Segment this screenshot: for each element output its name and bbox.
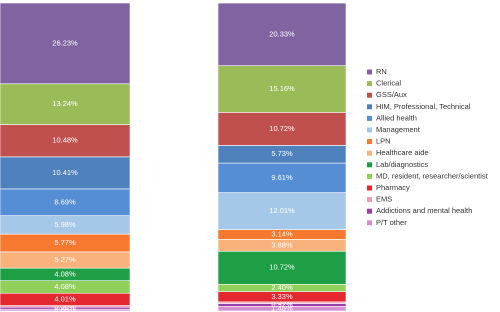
segment-label: 0.92% — [271, 300, 293, 309]
legend-swatch — [367, 220, 372, 226]
legend-label: RN — [376, 67, 387, 76]
segment-label: 5.73% — [271, 149, 293, 158]
segment-label: 15.16% — [269, 84, 295, 93]
segment-label: 20.33% — [269, 29, 295, 38]
segment-label: 1.48% — [271, 304, 293, 312]
segment-label: 26.23% — [52, 38, 78, 47]
legend-swatch — [367, 81, 372, 87]
segment-label: 0.55% — [271, 298, 293, 307]
segment-label: 4.01% — [54, 294, 76, 303]
legend-swatch — [367, 185, 372, 191]
segment-label: 0.66% — [54, 303, 76, 312]
bar-segment — [0, 2, 131, 85]
bar-segment — [0, 124, 131, 158]
legend-label: Allied health — [376, 113, 417, 122]
bar-segment — [217, 162, 347, 193]
segment-label: 10.72% — [269, 263, 295, 272]
segment-label: 3.33% — [271, 292, 293, 301]
legend-swatch — [367, 150, 372, 156]
segment-label: 5.98% — [54, 220, 76, 229]
legend-label: LPN — [376, 137, 391, 146]
legend-swatch — [367, 127, 372, 133]
segment-label: 13.24% — [52, 99, 78, 108]
segment-label: 4.08% — [54, 282, 76, 291]
legend-swatch — [367, 197, 372, 203]
segment-label: 2.40% — [271, 283, 293, 292]
legend-label: Clerical — [376, 79, 401, 88]
legend-swatch — [367, 104, 372, 110]
legend-label: HIM, Professional, Technical — [376, 102, 471, 111]
bar-segment — [217, 112, 347, 146]
legend-swatch — [367, 115, 372, 121]
bar-segment — [217, 192, 347, 230]
segment-label: 5.77% — [54, 238, 76, 247]
legend-swatch — [367, 173, 372, 179]
segment-label: 12.01% — [269, 206, 295, 215]
segment-label: 10.41% — [52, 168, 78, 177]
legend-swatch — [367, 162, 372, 168]
legend-swatch — [367, 208, 372, 214]
segment-label: 3.88% — [271, 240, 293, 249]
bar-segment — [0, 156, 131, 190]
legend-label: GSS/Aux — [376, 90, 407, 99]
segment-label: 10.48% — [52, 136, 78, 145]
bar-segment — [217, 65, 347, 113]
legend-label: Addictions and mental health — [376, 206, 472, 215]
legend-swatch — [367, 92, 372, 98]
legend-label: EMS — [376, 195, 392, 204]
segment-label: 3.14% — [271, 229, 293, 238]
legend-label: MD, resident, researcher/scientist — [376, 171, 489, 180]
legend-swatch — [367, 139, 372, 145]
legend-label: Management — [376, 125, 421, 134]
legend-label: Lab/diagnostics — [376, 160, 428, 169]
segment-label: 10.72% — [269, 124, 295, 133]
legend-label: Pharmacy — [376, 183, 410, 192]
legend-label: Healthcare aide — [376, 148, 429, 157]
legend-label: P/T other — [376, 218, 407, 227]
segment-label: 8.69% — [54, 197, 76, 206]
legend-swatch — [367, 69, 372, 75]
bar-segment — [217, 250, 347, 285]
bar-segment — [217, 2, 347, 66]
segment-label: 5.27% — [54, 255, 76, 264]
segment-label: 4.08% — [54, 269, 76, 278]
segment-label: 9.61% — [271, 173, 293, 182]
